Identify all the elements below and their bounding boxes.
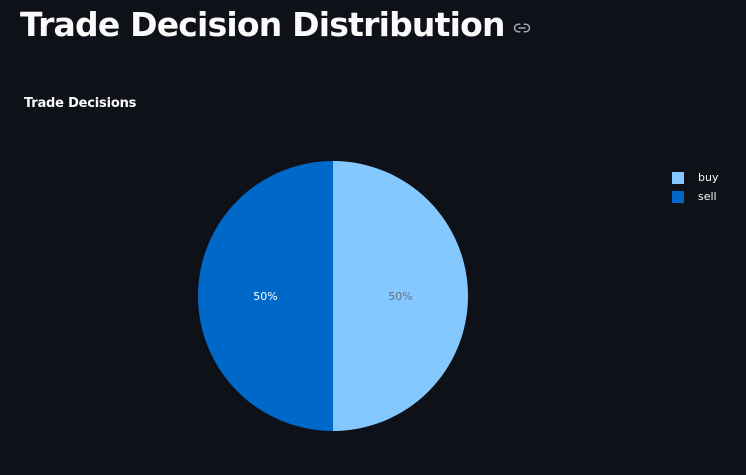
legend-item-buy[interactable]: buy	[672, 168, 718, 187]
page-title: Trade Decision Distribution	[20, 5, 505, 44]
chart-title: Trade Decisions	[24, 96, 137, 111]
legend-swatch-buy	[672, 171, 684, 184]
pie-slice-sell[interactable]	[198, 161, 333, 431]
legend-label-sell: sell	[698, 190, 717, 203]
header: Trade Decision Distribution	[20, 0, 531, 50]
pie-slice-buy[interactable]	[333, 161, 468, 431]
legend-label-buy: buy	[698, 171, 719, 184]
slice-label-sell: 50%	[253, 290, 277, 303]
legend-swatch-sell	[672, 190, 684, 203]
chart-legend: buy sell	[672, 168, 718, 206]
link-icon[interactable]	[513, 19, 531, 37]
legend-item-sell[interactable]: sell	[672, 187, 718, 206]
slice-label-buy: 50%	[388, 290, 412, 303]
